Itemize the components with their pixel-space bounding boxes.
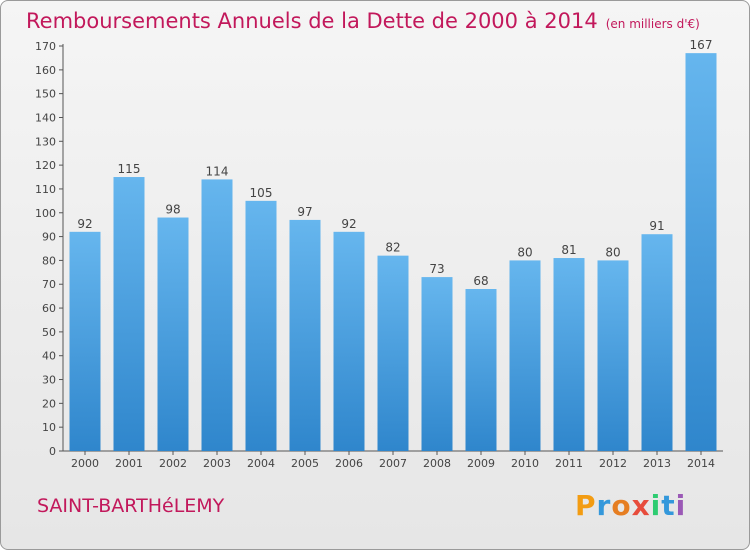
- value-label-2001: 115: [118, 162, 141, 176]
- bars: [69, 53, 717, 452]
- y-tick-label: 140: [35, 111, 56, 124]
- y-tick-label: 70: [42, 278, 56, 291]
- value-label-2012: 80: [605, 245, 620, 259]
- x-tick-label: 2011: [555, 457, 583, 470]
- x-tick-label: 2004: [247, 457, 275, 470]
- value-label-2014: 167: [690, 38, 713, 52]
- value-label-2003: 114: [206, 164, 229, 178]
- x-tick-label: 2007: [379, 457, 407, 470]
- value-label-2004: 105: [250, 186, 273, 200]
- chart-title-unit: (en milliers d'€): [605, 17, 700, 31]
- y-tick-label: 80: [42, 254, 56, 267]
- y-tick-label: 160: [35, 64, 56, 77]
- x-tick-label: 2003: [203, 457, 231, 470]
- x-tick-label: 2008: [423, 457, 451, 470]
- x-tick-label: 2000: [71, 457, 99, 470]
- proxiti-logo: Proxiti: [575, 489, 686, 522]
- x-tick-label: 2014: [687, 457, 715, 470]
- y-tick-label: 40: [42, 350, 56, 363]
- value-label-2008: 73: [429, 262, 444, 276]
- chart-title-text: Remboursements Annuels de la Dette de 20…: [26, 9, 598, 33]
- logo-letter: t: [661, 489, 676, 522]
- y-tick-label: 110: [35, 183, 56, 196]
- axes: 0 10 20 30 40 50 60 70 80 90 100 110 120 130 140 150 160…: [35, 40, 723, 470]
- value-label-2011: 81: [561, 243, 576, 257]
- chart-title: Remboursements Annuels de la Dette de 20…: [26, 9, 700, 33]
- value-label-2006: 92: [341, 217, 356, 231]
- value-label-2002: 98: [165, 203, 180, 217]
- y-tick-label: 100: [35, 207, 56, 220]
- value-label-2013: 91: [649, 219, 664, 233]
- bar-2003: [201, 179, 233, 452]
- x-tick-label: 2001: [115, 457, 143, 470]
- bar-2014: [685, 53, 717, 451]
- x-tick-label: 2002: [159, 457, 187, 470]
- bar-2001: [113, 177, 145, 451]
- logo-letter: i: [650, 489, 662, 522]
- value-label-2005: 97: [297, 205, 312, 219]
- x-tick-label: 2005: [291, 457, 319, 470]
- bar-2005: [289, 219, 321, 451]
- y-tick-label: 120: [35, 159, 56, 172]
- bar-2007: [377, 255, 409, 451]
- bar-2009: [465, 289, 497, 451]
- y-tick-label: 20: [42, 397, 56, 410]
- bar-2011: [553, 258, 585, 451]
- logo-letter: x: [631, 489, 651, 522]
- bar-2008: [421, 277, 453, 451]
- bar-2012: [597, 260, 629, 451]
- commune-name: SAINT-BARTHéLEMY: [37, 495, 225, 517]
- bar-2000: [69, 231, 101, 451]
- bar-2002: [157, 217, 189, 451]
- value-label-2007: 82: [385, 241, 400, 255]
- y-tick-label: 10: [42, 421, 56, 434]
- x-tick-label: 2010: [511, 457, 539, 470]
- y-tick-label: 90: [42, 231, 56, 244]
- x-tick-label: 2012: [599, 457, 627, 470]
- y-tick-label: 0: [49, 445, 56, 458]
- bar-2013: [641, 234, 673, 451]
- value-labels: 92 115 98 114 105 97 92 82 73 68 80 81 80 91 167: [77, 38, 712, 288]
- logo-letter: i: [675, 489, 687, 522]
- value-label-2010: 80: [517, 245, 532, 259]
- bar-2006: [333, 231, 365, 451]
- x-tick-label: 2013: [643, 457, 671, 470]
- y-tick-label: 60: [42, 302, 56, 315]
- x-tick-label: 2006: [335, 457, 363, 470]
- x-tick-label: 2009: [467, 457, 495, 470]
- value-label-2009: 68: [473, 274, 488, 288]
- y-tick-label: 150: [35, 88, 56, 101]
- y-tick-label: 130: [35, 135, 56, 148]
- y-tick-label: 50: [42, 326, 56, 339]
- value-label-2000: 92: [77, 217, 92, 231]
- bar-2010: [509, 260, 541, 451]
- y-tick-label: 30: [42, 374, 56, 387]
- logo-letter: r: [596, 489, 612, 522]
- y-tick-label: 170: [35, 40, 56, 53]
- logo-letter: o: [611, 489, 632, 522]
- bar-2004: [245, 200, 277, 451]
- logo-letter: P: [575, 489, 597, 522]
